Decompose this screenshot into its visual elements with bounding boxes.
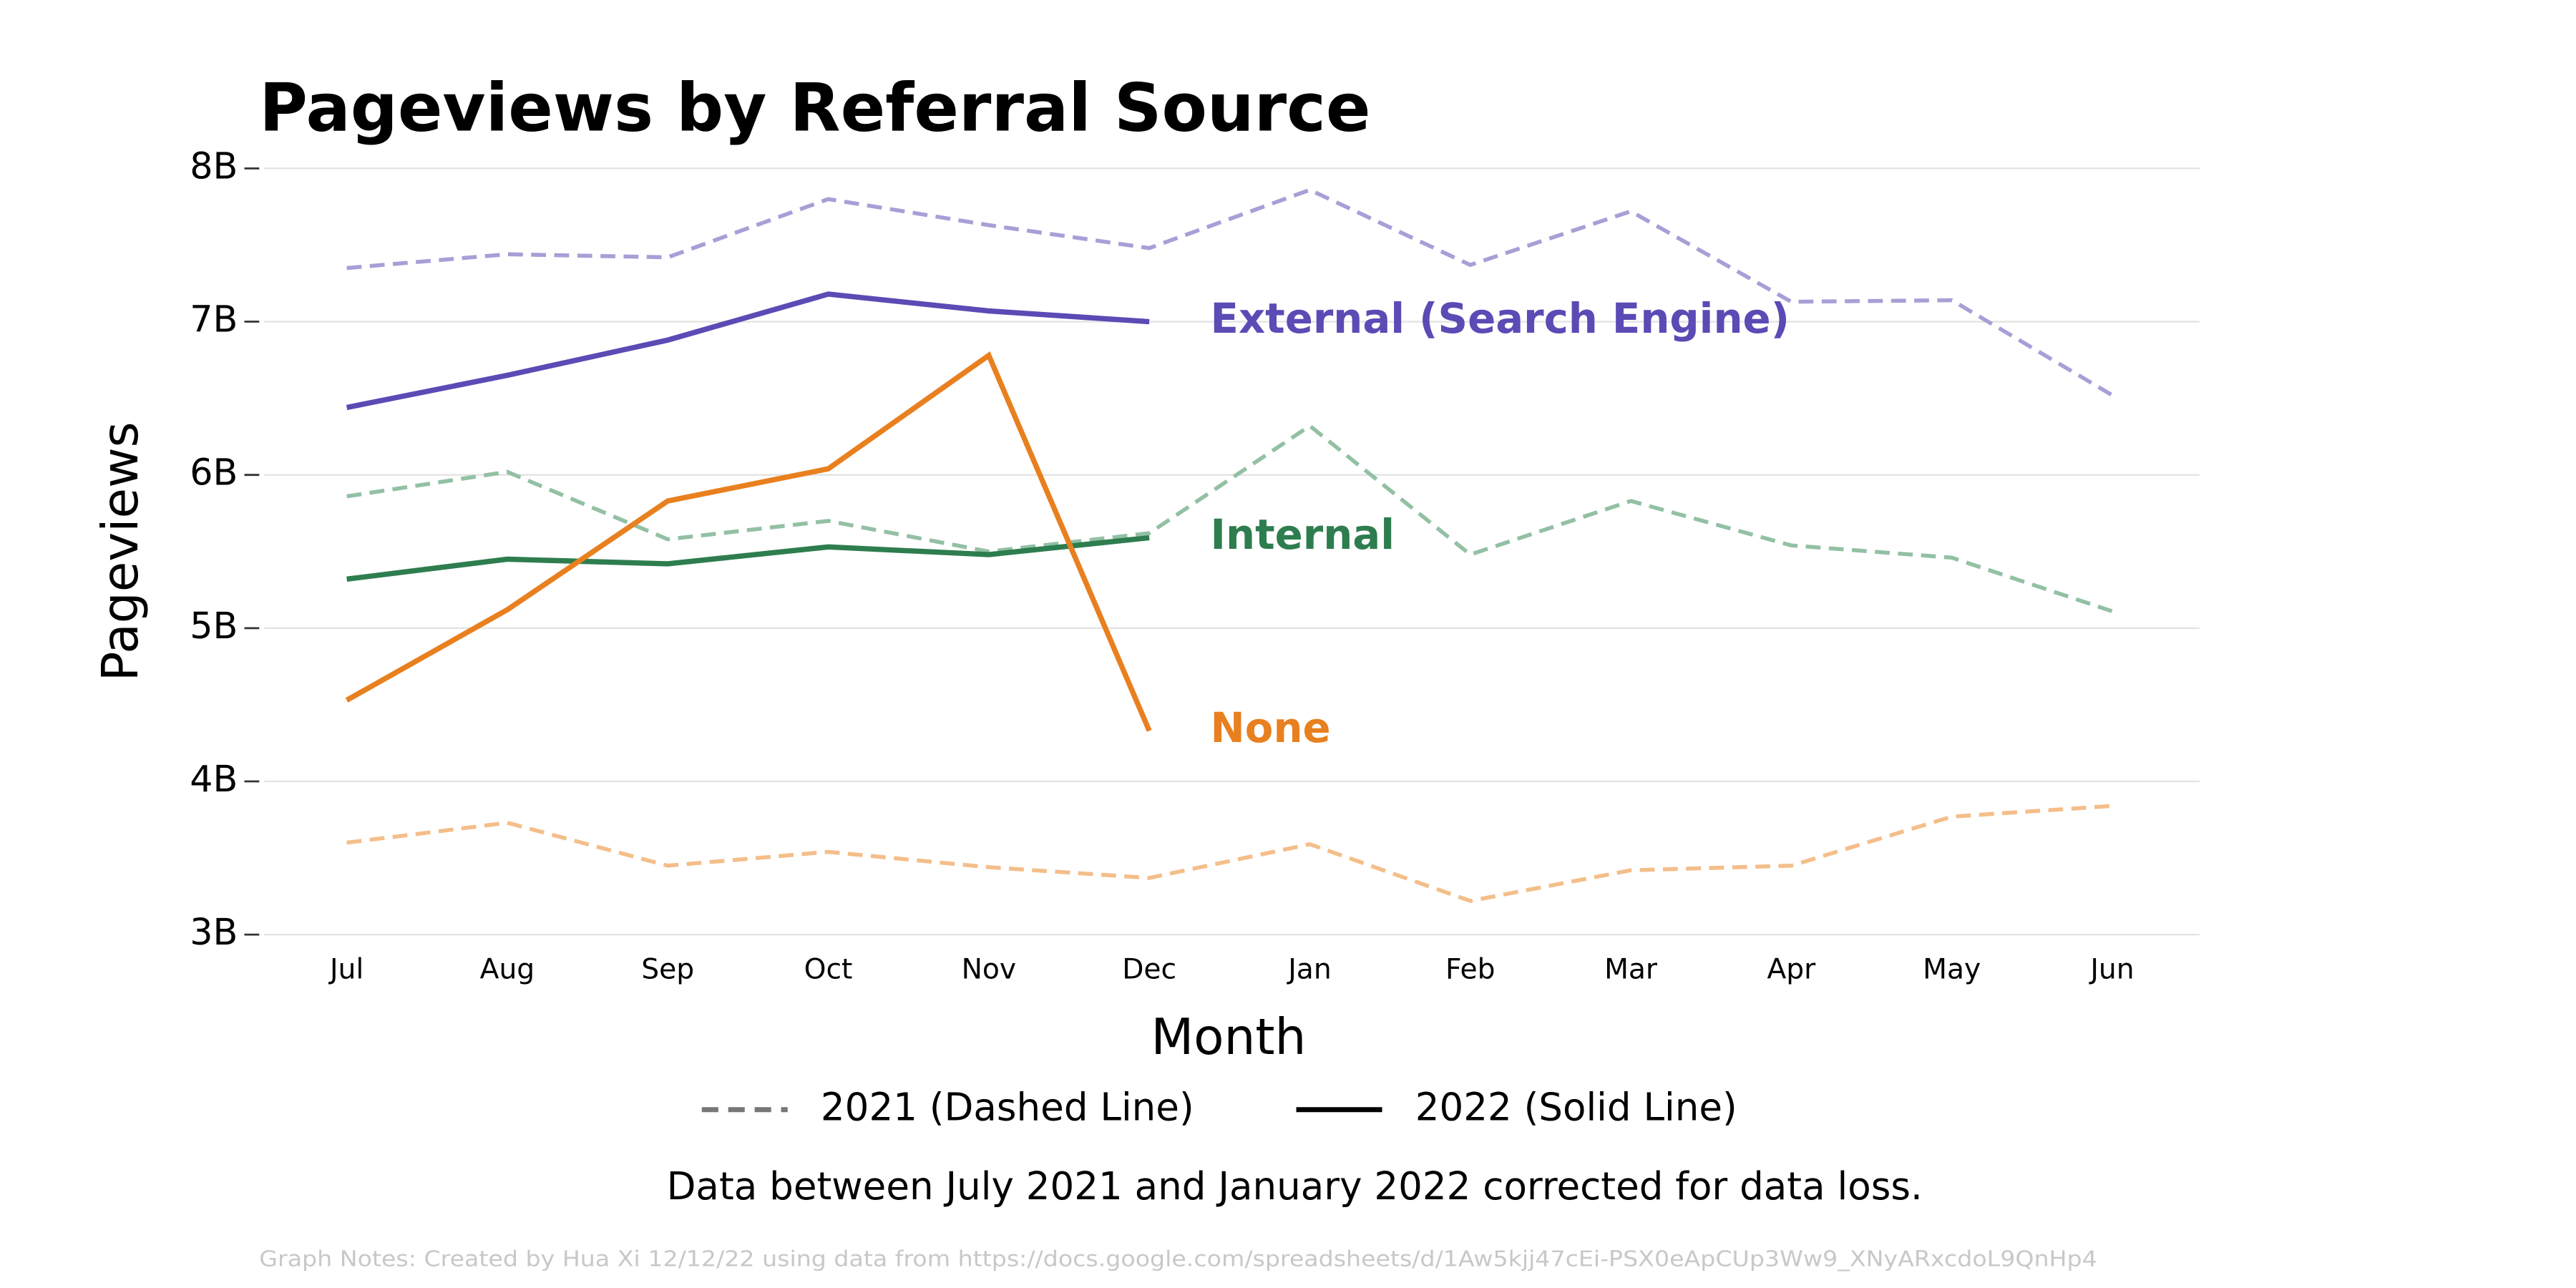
legend-label: 2021 (Dashed Line) [821, 1085, 1194, 1129]
x-tick-label: Jul [328, 953, 364, 985]
series-label: External (Search Engine) [1211, 294, 1790, 343]
chart-title: Pageviews by Referral Source [259, 69, 1370, 146]
line-2022 [345, 351, 1152, 732]
x-tick-label: Aug [480, 953, 535, 985]
x-tick-label: Nov [962, 953, 1017, 985]
line-2022 [346, 535, 1150, 582]
y-tick-label: 5B [190, 605, 238, 647]
x-tick-label: Jun [2088, 953, 2134, 985]
x-tick-label: Feb [1445, 953, 1495, 985]
x-tick-label: Sep [641, 953, 694, 985]
series-label: Internal [1211, 510, 1395, 559]
x-tick-label: May [1923, 953, 1981, 985]
x-tick-label: Dec [1122, 953, 1176, 985]
note: Data between July 2021 and January 2022 … [667, 1164, 1923, 1209]
y-tick-label: 7B [190, 298, 238, 341]
legend-label: 2022 (Solid Line) [1415, 1085, 1737, 1129]
y-tick-label: 6B [190, 452, 238, 494]
series-label: None [1211, 703, 1331, 752]
x-tick-label: Jan [1286, 953, 1331, 985]
line-2021 [346, 804, 2113, 903]
footnote: Graph Notes: Created by Hua Xi 12/12/22 … [259, 1246, 2097, 1272]
y-tick-label: 4B [190, 758, 238, 800]
y-tick-label: 3B [190, 911, 238, 953]
line-2022 [346, 291, 1150, 411]
y-tick-label: 8B [190, 145, 238, 187]
x-tick-label: Apr [1767, 953, 1816, 985]
x-tick-label: Oct [804, 953, 853, 985]
x-axis-label: Month [1151, 1009, 1306, 1066]
line-2021 [346, 423, 2113, 613]
y-axis-label: Pageviews [92, 421, 150, 681]
x-tick-label: Mar [1604, 953, 1658, 985]
line-2021 [346, 187, 2114, 397]
